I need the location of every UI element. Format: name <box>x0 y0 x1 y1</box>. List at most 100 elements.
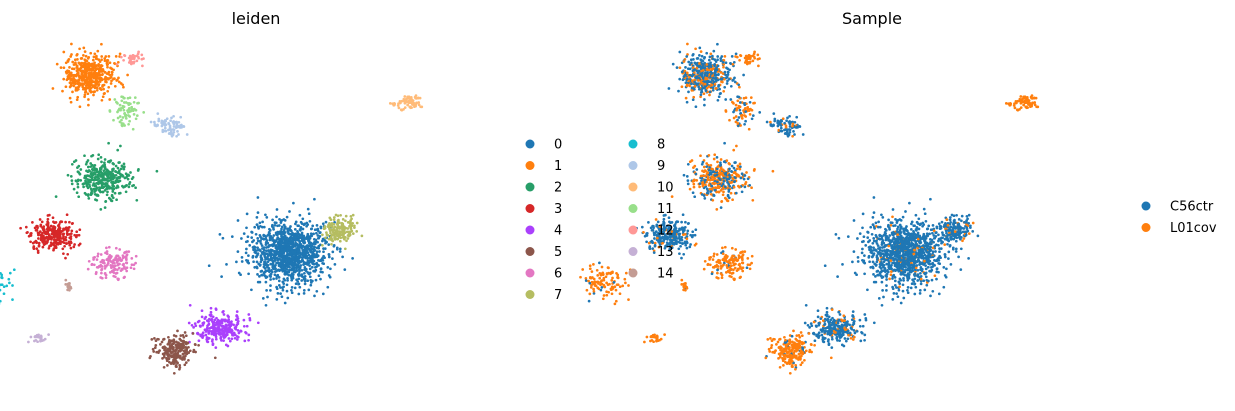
cell-point-C56ctr <box>937 222 941 226</box>
cell-point-cluster-14 <box>64 278 68 282</box>
cell-point-cluster-0 <box>300 268 304 272</box>
cell-point-cluster-0 <box>277 276 281 279</box>
cell-point-cluster-1 <box>107 55 111 58</box>
cell-point-cluster-1 <box>74 82 77 86</box>
cell-point-cluster-3 <box>41 245 45 249</box>
cell-point-C56ctr <box>687 90 690 94</box>
cell-point-cluster-0 <box>316 236 320 240</box>
cell-point-C56ctr <box>935 270 939 274</box>
cell-point-cluster-5 <box>167 353 171 357</box>
cell-point-cluster-0 <box>315 246 319 250</box>
cell-point-cluster-4 <box>233 326 237 330</box>
cell-point-cluster-0 <box>308 219 312 223</box>
cell-point-cluster-1 <box>110 70 114 74</box>
cell-point-cluster-1 <box>95 86 99 90</box>
cell-point-cluster-0 <box>271 236 274 240</box>
cell-point-cluster-0 <box>307 253 311 257</box>
cell-point-cluster-3 <box>69 246 73 250</box>
cell-point-cluster-2 <box>116 185 120 189</box>
cell-point-cluster-1 <box>78 105 82 109</box>
cell-point-C56ctr <box>906 291 910 295</box>
cell-point-C56ctr <box>742 73 745 77</box>
cell-point-cluster-3 <box>48 213 51 217</box>
cell-point-cluster-5 <box>194 343 197 347</box>
cell-point-cluster-0 <box>292 270 296 274</box>
cell-point-cluster-0 <box>309 232 313 236</box>
cell-point-cluster-1 <box>88 77 91 81</box>
cell-point-cluster-3 <box>45 231 48 235</box>
cell-point-C56ctr <box>686 67 690 71</box>
cell-point-cluster-6 <box>134 254 138 258</box>
cell-point-C56ctr <box>851 260 854 264</box>
cell-point-cluster-2 <box>106 160 110 164</box>
cell-point-cluster-0 <box>313 242 317 246</box>
cell-point-C56ctr <box>871 216 875 219</box>
cell-point-C56ctr <box>903 232 907 236</box>
cell-point-cluster-0 <box>296 252 300 256</box>
cell-point-cluster-0 <box>271 223 274 227</box>
cell-point-cluster-0 <box>279 230 283 233</box>
cell-point-C56ctr <box>871 265 875 269</box>
cell-point-cluster-5 <box>154 344 158 347</box>
cell-point-C56ctr <box>903 259 907 263</box>
cell-point-cluster-2 <box>54 195 58 198</box>
cell-point-cluster-1 <box>64 85 68 89</box>
cell-point-cluster-0 <box>311 279 314 283</box>
cell-point-cluster-0 <box>310 247 313 250</box>
cell-point-L01cov <box>896 233 899 236</box>
cell-point-L01cov <box>933 274 937 278</box>
cell-point-cluster-5 <box>166 364 169 367</box>
cell-point-cluster-9 <box>163 126 167 130</box>
cell-point-cluster-5 <box>191 332 195 335</box>
cell-point-cluster-13 <box>27 340 30 344</box>
cell-point-cluster-7 <box>344 219 347 223</box>
cell-point-L01cov <box>889 259 893 262</box>
cell-point-C56ctr <box>708 55 712 59</box>
cell-point-C56ctr <box>881 257 885 261</box>
cell-point-cluster-2 <box>97 153 101 157</box>
cell-point-cluster-0 <box>285 267 289 271</box>
cell-point-cluster-1 <box>97 64 100 68</box>
cell-point-C56ctr <box>730 55 734 58</box>
cell-point-cluster-2 <box>127 174 131 177</box>
cell-point-cluster-0 <box>266 260 270 264</box>
cell-point-cluster-0 <box>260 225 264 229</box>
cell-point-cluster-0 <box>259 254 263 257</box>
cell-point-cluster-3 <box>64 256 67 260</box>
cell-point-cluster-0 <box>298 213 302 217</box>
cell-point-cluster-5 <box>175 365 178 369</box>
cell-point-C56ctr <box>863 254 866 257</box>
cell-point-C56ctr <box>872 246 875 250</box>
cell-point-cluster-1 <box>77 61 81 65</box>
cell-point-cluster-0 <box>279 250 283 254</box>
cell-point-cluster-1 <box>81 85 84 89</box>
cell-point-C56ctr <box>935 277 938 281</box>
cell-point-L01cov <box>684 96 688 100</box>
cell-point-cluster-0 <box>282 257 286 261</box>
cell-point-C56ctr <box>913 292 917 296</box>
cell-point-C56ctr <box>896 295 900 299</box>
cell-point-cluster-0 <box>284 258 288 262</box>
cell-point-cluster-0 <box>256 246 259 250</box>
cell-point-cluster-3 <box>56 231 60 234</box>
cell-point-cluster-9 <box>164 129 168 133</box>
cell-point-C56ctr <box>935 225 939 229</box>
cell-point-cluster-3 <box>77 243 81 247</box>
cell-point-cluster-2 <box>97 188 101 192</box>
cell-point-cluster-0 <box>303 268 306 271</box>
cell-point-C56ctr <box>724 61 728 65</box>
cell-point-cluster-1 <box>105 61 109 64</box>
cell-point-cluster-8 <box>0 283 4 287</box>
cell-point-cluster-1 <box>100 42 103 46</box>
cell-point-cluster-2 <box>135 198 139 202</box>
cell-point-cluster-1 <box>103 92 106 95</box>
cell-point-cluster-0 <box>281 264 285 268</box>
cell-point-cluster-10 <box>414 104 417 108</box>
cell-point-cluster-2 <box>136 169 140 172</box>
cell-point-C56ctr <box>912 224 916 228</box>
cell-point-cluster-2 <box>120 164 124 168</box>
cell-point-cluster-2 <box>100 160 103 164</box>
cell-point-cluster-0 <box>291 268 295 272</box>
cell-point-cluster-3 <box>40 220 44 224</box>
cell-point-L01cov <box>913 248 916 252</box>
